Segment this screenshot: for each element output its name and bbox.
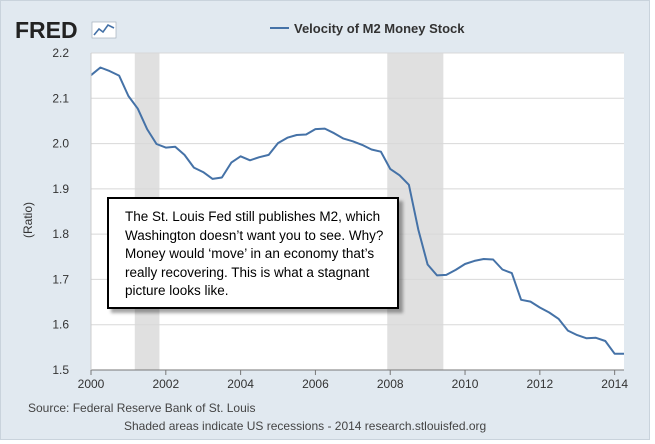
x-tick-label: 2000: [78, 377, 105, 391]
legend: Velocity of M2 Money Stock: [270, 21, 465, 36]
series-layer: [90, 66, 624, 355]
x-tick-label: 2010: [452, 377, 479, 391]
x-tick-label: 2006: [302, 377, 329, 391]
y-tick-label: 1.6: [52, 318, 69, 332]
recession-note-text: Shaded areas indicate US recessions - 20…: [124, 419, 486, 433]
x-tick-label: 2002: [152, 377, 179, 391]
source-text: Source: Federal Reserve Bank of St. Loui…: [28, 401, 255, 415]
x-tick-label: 2004: [227, 377, 254, 391]
annotation-box: The St. Louis Fed still publishes M2, wh…: [107, 197, 399, 309]
y-tick-label: 2.0: [52, 137, 69, 151]
y-axis-title: (Ratio): [21, 202, 35, 238]
x-tick-label: 2008: [377, 377, 404, 391]
y-tick-label: 2.2: [52, 46, 69, 60]
y-tick-label: 1.5: [52, 363, 69, 377]
x-tick-label: 2012: [526, 377, 553, 391]
y-tick-label: 1.8: [52, 227, 69, 241]
y-axis-ticks: 1.5 1.6 1.7 1.8 1.9 2.0 2.1 2.2: [52, 46, 69, 377]
y-tick-label: 1.7: [52, 272, 69, 286]
y-tick-label: 2.1: [52, 91, 69, 105]
legend-label: Velocity of M2 Money Stock: [294, 21, 465, 36]
x-axis-ticks: 2000 2002 2004 2006 2008 2010 2012 2014: [78, 370, 628, 391]
x-tick-label: 2014: [601, 377, 628, 391]
fred-logo: FRED: [15, 17, 117, 43]
fred-logo-graph-icon: [91, 21, 117, 39]
y-tick-label: 1.9: [52, 182, 69, 196]
fred-logo-text: FRED: [15, 17, 78, 43]
series-line-1: [90, 66, 624, 355]
annotation-text: The St. Louis Fed still publishes M2, wh…: [125, 209, 384, 298]
